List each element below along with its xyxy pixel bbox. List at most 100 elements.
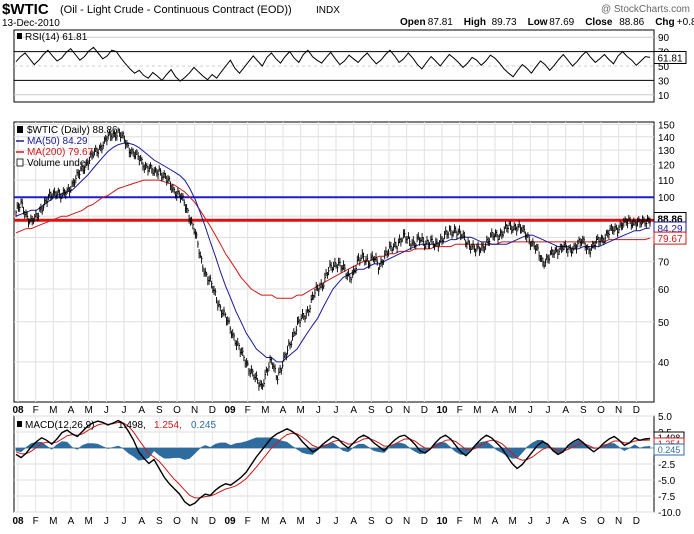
macd-signal-legend-value: 1.254, xyxy=(154,420,182,431)
macd-x-label: M xyxy=(508,516,516,527)
price-ohlc-bars xyxy=(15,127,651,391)
price-tick-label: 60 xyxy=(658,285,670,296)
price-x-label: F xyxy=(245,405,251,416)
macd-x-label: 09 xyxy=(224,516,236,527)
price-legend-item: Volume undef xyxy=(27,158,88,169)
macd-grid xyxy=(14,415,654,513)
rsi-legend-label: RSI(14) 61.81 xyxy=(25,32,88,43)
macd-x-label: O xyxy=(597,516,605,527)
price-x-label: S xyxy=(368,405,375,416)
rsi-tick-label: 30 xyxy=(658,76,670,87)
macd-x-label: 10 xyxy=(436,516,448,527)
macd-x-label: M xyxy=(261,516,269,527)
macd-tick-label: -10.0 xyxy=(658,508,681,519)
rsi-panel: 9070503010 RSI(14) 61.81 61.81 xyxy=(13,29,687,103)
macd-end-labels: 1.4981.2540.245 xyxy=(653,431,685,456)
price-panel: 150140130120110100908070605040 88.8684.2… xyxy=(13,120,687,403)
rsi-tick-label: 50 xyxy=(658,62,670,73)
price-x-label: F xyxy=(33,405,39,416)
price-end-label-box xyxy=(653,231,687,245)
price-tick-label: 70 xyxy=(658,257,670,268)
price-x-label: F xyxy=(457,405,463,416)
ohlc-value-open: 87.81 xyxy=(428,17,453,28)
macd-x-label: 08 xyxy=(12,516,24,527)
macd-x-label: D xyxy=(421,516,428,527)
macd-x-label: A xyxy=(280,516,287,527)
date-label: 13-Dec-2010 xyxy=(2,18,60,29)
rsi-tick-label: 90 xyxy=(658,33,670,44)
price-legend-item: $WTIC (Daily) 88.86 xyxy=(27,125,118,136)
ohlc-label-open: Open xyxy=(400,17,426,28)
macd-x-label: S xyxy=(580,516,587,527)
price-frame xyxy=(13,121,655,403)
macd-tick-label: -2.5 xyxy=(658,460,676,471)
macd-x-label: S xyxy=(368,516,375,527)
price-x-label: J xyxy=(546,405,551,416)
macd-x-label: N xyxy=(191,516,198,527)
ohlc-value-high: 89.73 xyxy=(492,17,517,28)
price-x-label: D xyxy=(209,405,216,416)
price-x-label: A xyxy=(562,405,569,416)
macd-x-label: J xyxy=(316,516,321,527)
price-x-label: A xyxy=(280,405,287,416)
ohlc-label-low: Low xyxy=(528,17,548,28)
macd-x-label: D xyxy=(633,516,640,527)
ohlc-readout: Open 87.81 High 89.73 Low 87.69 Close 88.86 Chg +… xyxy=(400,17,694,28)
macd-x-label: M xyxy=(49,516,57,527)
price-legend-item: MA(50) 84.29 xyxy=(27,136,88,147)
symbol-name: (Oil - Light Crude - Continuous Contract… xyxy=(60,4,292,16)
macd-legend-label: MACD(12,26,9) xyxy=(25,420,94,431)
price-x-label: A xyxy=(492,405,499,416)
macd-x-axis: 08 F M A M J J A S O N D 09 F M A M J J A S O N D 10 F M A M J J A S O N D xyxy=(12,516,640,527)
price-tick-label: 130 xyxy=(658,146,675,157)
macd-x-label: J xyxy=(334,516,339,527)
macd-x-label: M xyxy=(84,516,92,527)
macd-x-label: J xyxy=(528,516,533,527)
price-x-label: S xyxy=(580,405,587,416)
macd-x-label: N xyxy=(615,516,622,527)
price-tick-label: 100 xyxy=(658,193,675,204)
ohlc-label-high: High xyxy=(464,17,486,28)
ohlc-value-close: 88.86 xyxy=(619,17,644,28)
price-x-label: N xyxy=(615,405,622,416)
rsi-line xyxy=(15,46,651,82)
macd-end-label: 0.245 xyxy=(658,445,681,455)
macd-x-label: F xyxy=(33,516,39,527)
macd-legend-swatch xyxy=(17,421,22,427)
price-x-label: M xyxy=(261,405,269,416)
price-x-label: O xyxy=(173,405,181,416)
macd-x-label: A xyxy=(562,516,569,527)
ohlc-value-chg: +0.87 (+0.99%) xyxy=(677,17,694,28)
rsi-grid xyxy=(14,36,654,96)
price-x-label: A xyxy=(68,405,75,416)
macd-x-label: M xyxy=(473,516,481,527)
price-x-label: 09 xyxy=(224,405,236,416)
price-x-label: M xyxy=(49,405,57,416)
exchange-label: INDX xyxy=(316,5,340,16)
ma200-line xyxy=(15,179,651,299)
rsi-last-value-badge: 61.81 xyxy=(653,51,687,65)
macd-x-label: A xyxy=(492,516,499,527)
price-end-label-ma200: 79.67 xyxy=(657,234,682,245)
macd-tick-labels: 5.02.50.0-2.5-5.0-7.5-10.0 xyxy=(658,412,681,519)
price-tick-label: 140 xyxy=(658,133,675,144)
rsi-last-value: 61.81 xyxy=(657,54,682,65)
price-end-label-ma50: 84.29 xyxy=(657,224,682,235)
ohlc-label-chg: Chg xyxy=(655,17,674,28)
price-x-label: N xyxy=(191,405,198,416)
price-x-label: A xyxy=(138,405,145,416)
macd-x-label: J xyxy=(122,516,127,527)
price-tick-label: 110 xyxy=(658,176,674,187)
price-x-label: 08 xyxy=(12,405,24,416)
price-tick-label: 40 xyxy=(658,358,670,369)
macd-end-label-box xyxy=(653,443,685,456)
macd-tick-label: 5.0 xyxy=(658,412,672,423)
chart-header: $WTIC (Oil - Light Crude - Continuous Co… xyxy=(2,1,694,29)
price-x-label: D xyxy=(633,405,640,416)
price-x-label: M xyxy=(296,405,304,416)
ohlc-value-low: 87.69 xyxy=(549,17,574,28)
price-grid xyxy=(14,122,654,402)
